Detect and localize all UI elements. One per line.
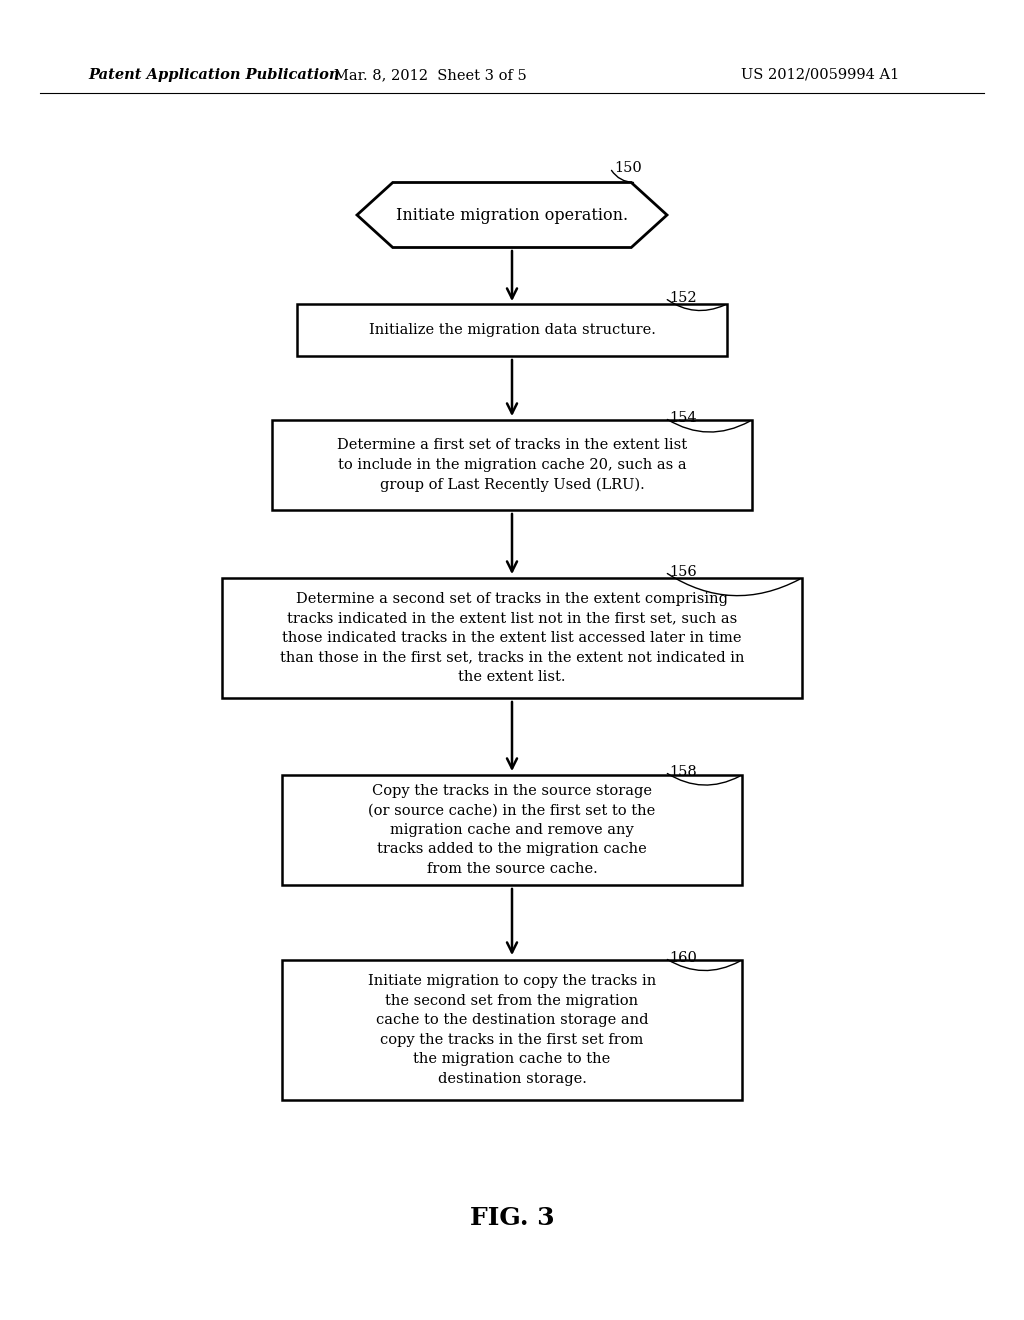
Text: 154: 154 <box>669 411 696 425</box>
Bar <box>297 304 727 356</box>
Polygon shape <box>357 182 667 248</box>
Text: Copy the tracks in the source storage
(or source cache) in the first set to the
: Copy the tracks in the source storage (o… <box>369 784 655 876</box>
Text: Initiate migration to copy the tracks in
the second set from the migration
cache: Initiate migration to copy the tracks in… <box>368 974 656 1086</box>
Text: Initialize the migration data structure.: Initialize the migration data structure. <box>369 323 655 337</box>
Bar <box>272 420 752 510</box>
Text: US 2012/0059994 A1: US 2012/0059994 A1 <box>741 69 899 82</box>
Text: Mar. 8, 2012  Sheet 3 of 5: Mar. 8, 2012 Sheet 3 of 5 <box>334 69 526 82</box>
Text: 152: 152 <box>669 290 696 305</box>
Bar <box>282 775 742 884</box>
Text: 158: 158 <box>669 766 696 779</box>
Text: 150: 150 <box>614 161 642 176</box>
Bar <box>282 960 742 1100</box>
Text: Determine a second set of tracks in the extent comprising
tracks indicated in th: Determine a second set of tracks in the … <box>280 591 744 684</box>
Text: 156: 156 <box>669 565 696 579</box>
Text: Patent Application Publication: Patent Application Publication <box>88 69 340 82</box>
Bar <box>222 578 802 698</box>
Text: Determine a first set of tracks in the extent list
to include in the migration c: Determine a first set of tracks in the e… <box>337 438 687 492</box>
Text: FIG. 3: FIG. 3 <box>470 1206 554 1230</box>
Text: Initiate migration operation.: Initiate migration operation. <box>396 206 628 223</box>
Text: 160: 160 <box>669 950 697 965</box>
